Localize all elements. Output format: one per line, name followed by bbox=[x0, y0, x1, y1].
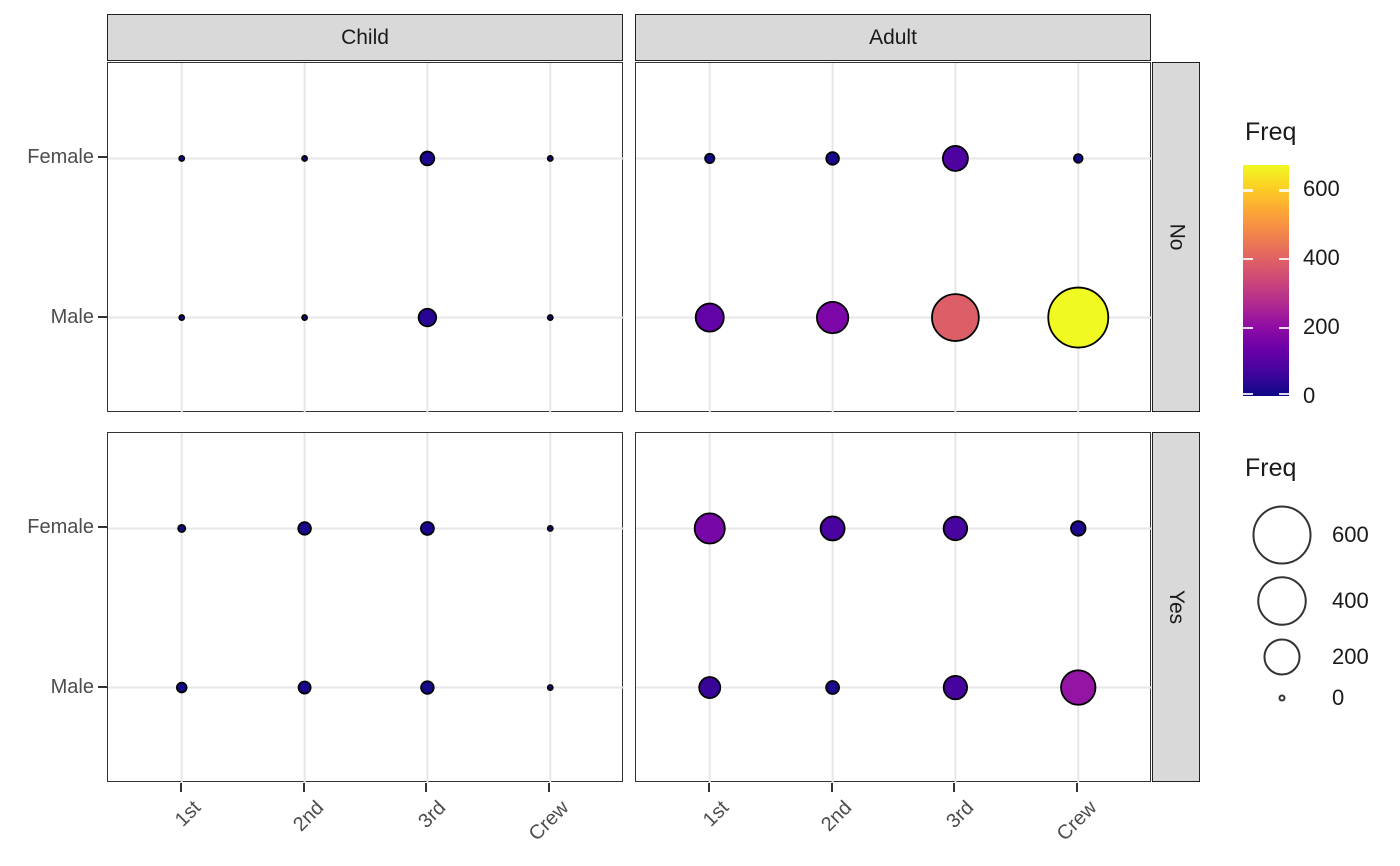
data-point bbox=[417, 307, 438, 328]
data-point bbox=[178, 314, 186, 321]
data-point bbox=[819, 515, 846, 542]
size-legend-label: 600 bbox=[1332, 522, 1369, 547]
size-legend-label: 0 bbox=[1332, 685, 1345, 710]
data-point bbox=[704, 152, 716, 164]
data-point bbox=[297, 521, 312, 536]
facet-strip-label: Adult bbox=[869, 25, 917, 49]
data-point bbox=[419, 150, 436, 167]
facet-strip-label: Yes bbox=[1164, 589, 1188, 625]
data-point bbox=[546, 684, 554, 691]
x-axis-tick bbox=[1076, 783, 1079, 792]
x-axis-label: Crew bbox=[524, 796, 574, 846]
x-axis-tick bbox=[953, 783, 956, 792]
colorbar-tick bbox=[1243, 393, 1253, 396]
size-legend-label: 400 bbox=[1332, 588, 1369, 613]
size-legend-circle bbox=[1252, 505, 1312, 565]
colorbar-tick bbox=[1243, 327, 1253, 330]
colorbar-tick bbox=[1243, 189, 1253, 192]
data-point bbox=[178, 155, 186, 162]
facet-strip-no: No bbox=[1152, 62, 1200, 412]
x-axis-tick bbox=[707, 783, 710, 792]
x-axis-tick bbox=[548, 783, 551, 792]
y-axis-label: Female bbox=[27, 516, 94, 539]
colorbar-tick-label: 600 bbox=[1303, 176, 1340, 202]
plot-panel-child-no bbox=[107, 62, 624, 413]
data-point bbox=[297, 680, 312, 695]
data-point bbox=[942, 674, 969, 701]
data-point bbox=[931, 293, 980, 342]
facet-strip-child: Child bbox=[107, 14, 623, 61]
data-point bbox=[941, 145, 969, 172]
x-axis-label: Crew bbox=[1052, 796, 1102, 846]
size-legend-title: Freq bbox=[1245, 454, 1297, 482]
y-axis-label: Male bbox=[50, 305, 94, 328]
x-axis-tick bbox=[425, 783, 428, 792]
data-point bbox=[1060, 669, 1097, 706]
size-legend-circle bbox=[1263, 638, 1301, 676]
x-axis-tick bbox=[830, 783, 833, 792]
x-axis-label: 1st bbox=[170, 796, 205, 832]
data-point bbox=[546, 525, 554, 532]
data-point bbox=[420, 521, 435, 536]
panel-canvas bbox=[108, 63, 624, 413]
data-point bbox=[301, 155, 308, 162]
data-point bbox=[301, 314, 308, 321]
facet-strip-label: No bbox=[1164, 223, 1188, 251]
data-point bbox=[175, 681, 188, 694]
colorbar-tick bbox=[1279, 189, 1289, 192]
colorbar-tick bbox=[1279, 327, 1289, 330]
color-legend-gradient-bar bbox=[1243, 165, 1289, 396]
data-point bbox=[546, 155, 554, 162]
size-legend-circle bbox=[1278, 694, 1286, 702]
data-point bbox=[694, 302, 725, 333]
plot-panel-child-yes bbox=[107, 432, 624, 783]
data-point bbox=[420, 680, 435, 695]
facet-strip-yes: Yes bbox=[1152, 432, 1200, 782]
data-point bbox=[546, 314, 554, 321]
size-legend-label: 200 bbox=[1332, 644, 1369, 669]
facet-strip-label: Child bbox=[341, 25, 389, 49]
data-point bbox=[825, 151, 840, 166]
x-axis-label: 3rd bbox=[942, 796, 979, 833]
color-legend-title: Freq bbox=[1245, 118, 1297, 146]
y-axis-label: Male bbox=[50, 675, 94, 698]
data-point bbox=[1070, 520, 1087, 537]
x-axis-label: 2nd bbox=[816, 796, 856, 836]
data-point bbox=[698, 676, 722, 699]
x-axis-label: 3rd bbox=[414, 796, 451, 833]
colorbar-tick-label: 200 bbox=[1303, 314, 1340, 340]
y-axis-label: Female bbox=[27, 146, 94, 169]
colorbar-tick-label: 400 bbox=[1303, 245, 1340, 271]
y-axis-tick bbox=[98, 156, 107, 159]
y-axis-tick bbox=[98, 315, 107, 318]
data-point bbox=[1073, 153, 1084, 164]
colorbar-tick-label: 0 bbox=[1303, 383, 1316, 408]
panel-canvas bbox=[108, 433, 624, 783]
data-point bbox=[942, 515, 969, 542]
data-point bbox=[1047, 286, 1110, 349]
x-axis-tick bbox=[179, 783, 182, 792]
size-legend-keys bbox=[1252, 505, 1312, 702]
size-legend-circle bbox=[1257, 576, 1307, 626]
y-axis-tick bbox=[98, 526, 107, 529]
plot-panel-adult-yes bbox=[635, 432, 1152, 783]
data-point bbox=[693, 512, 726, 545]
data-point bbox=[816, 300, 850, 335]
panel-canvas bbox=[636, 433, 1152, 783]
panel-canvas bbox=[636, 63, 1152, 413]
data-point bbox=[825, 680, 840, 695]
x-axis-tick bbox=[302, 783, 305, 792]
x-axis-label: 1st bbox=[698, 796, 733, 832]
plot-panel-adult-no bbox=[635, 62, 1152, 413]
colorbar-tick bbox=[1279, 393, 1289, 396]
facet-strip-adult: Adult bbox=[635, 14, 1151, 61]
y-axis-tick bbox=[98, 685, 107, 688]
colorbar-tick bbox=[1279, 258, 1289, 261]
colorbar-tick bbox=[1243, 258, 1253, 261]
data-point bbox=[177, 523, 187, 533]
x-axis-label: 2nd bbox=[288, 796, 328, 836]
